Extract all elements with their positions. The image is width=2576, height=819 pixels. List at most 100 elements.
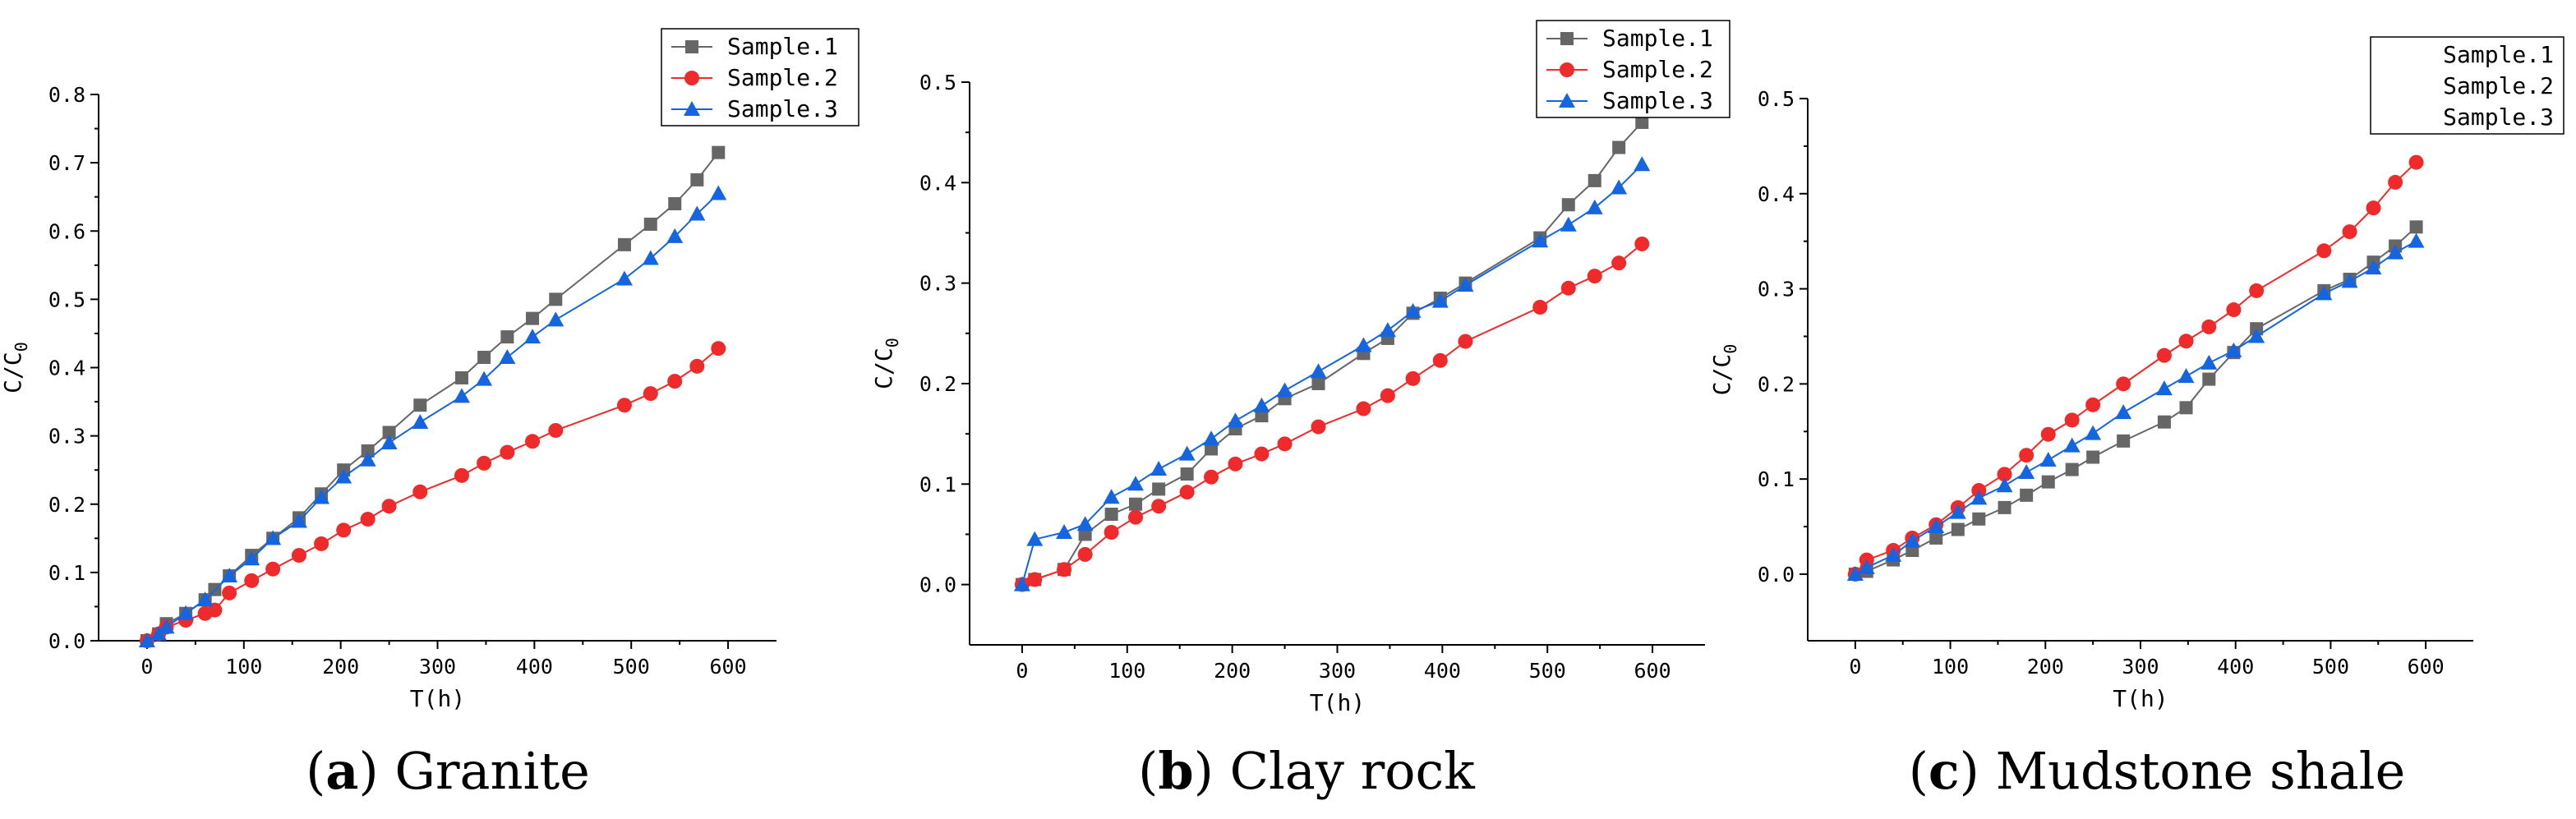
y-tick-label: 0.2 [919,372,956,396]
x-tick-label: 100 [1108,659,1145,683]
series-2-point-15 [1405,370,1421,386]
series-3-point-3 [1904,532,1921,548]
series-3-point-18 [1532,232,1549,248]
series-3-point-8 [290,513,307,528]
series-3-point-11 [359,451,376,467]
series-2-point-20 [2366,200,2381,216]
series-3-point-0 [1846,565,1864,581]
series-3-point-12 [1310,363,1327,379]
series-3-point-10 [1253,397,1270,412]
series-2-point-15 [2201,319,2217,334]
series-line-Sample.1 [146,152,720,642]
x-tick-label: 100 [225,655,262,679]
series-1-point-19 [549,292,563,306]
series-3-point-2 [158,619,175,634]
series-2-point-21 [2388,174,2403,190]
series-3-point-13 [2155,380,2173,396]
series-2-point-2 [1057,562,1072,577]
series-3-point-3 [177,605,195,620]
series-3-point-15 [476,370,493,386]
x-tick-label: 600 [709,655,746,679]
series-line-Sample.3 [1855,240,2417,575]
y-tick-label: 0.3 [48,425,85,449]
series-1-point-12 [1311,376,1325,390]
series-2-point-12 [2116,376,2131,392]
series-1-point-13 [382,426,396,439]
legend-marker-point-0 [1560,32,1574,45]
series-2-point-5 [1128,509,1144,525]
series-1-point-24 [712,145,726,159]
series-1-point-15 [2202,372,2216,386]
series-3-point-22 [1634,156,1651,172]
series-2-point-17 [500,444,515,460]
series-3-point-9 [2039,452,2057,467]
series-3-point-12 [380,434,398,449]
series-3-point-23 [710,185,727,200]
y-tick-label: 0.8 [48,83,85,107]
legend-label: Sample.1 [727,33,838,60]
y-tick-label: 0.7 [48,151,85,175]
series-3-point-6 [243,550,260,566]
series-2-point-7 [244,573,260,588]
legend-marker-point-0 [685,40,698,53]
chart-panel-a: 0 100 200 300 400 500 600 0.0 0.1 0.2 0.3 0.4 0.5 0.6… [0,28,859,801]
series-line-Sample.2 [1855,161,2417,575]
series-2-point-3 [1077,546,1093,562]
x-tick-label: 600 [2408,655,2445,679]
series-1-point-6 [1972,512,1986,526]
series-line-Sample.3 [146,192,719,642]
series-1-point-3 [1078,527,1092,541]
x-tick-label: 300 [1319,659,1356,683]
series-2-point-21 [643,386,658,402]
series-2-point-22 [2408,154,2424,170]
series-2-point-11 [2085,397,2101,412]
x-tick-label: 600 [1634,659,1670,683]
series-1-point-21 [643,217,657,231]
x-tick-label: 400 [516,655,553,679]
legend-label: Sample.1 [1602,25,1713,52]
series-3-point-15 [2200,354,2218,370]
legend-box [2370,36,2564,135]
series-3-point-5 [1127,476,1145,491]
series-2-point-1 [1027,572,1043,587]
x-axis-label: T(h) [1310,689,1365,716]
x-tick-label: 500 [2312,655,2349,679]
series-3-point-4 [196,591,214,607]
series-3-point-9 [313,489,330,504]
series-2-point-14 [1380,388,1395,403]
series-3-point-18 [547,311,565,327]
series-1-point-19 [1561,198,1575,212]
y-tick-label: 0.0 [1758,563,1795,587]
series-1-point-5 [1951,522,1965,536]
legend-marker-point-2 [684,101,700,116]
series-3-point-12 [2115,404,2132,420]
series-1-point-20 [1588,173,1601,187]
series-2-point-16 [1432,352,1448,368]
series-1-point-5 [1129,497,1143,511]
x-tick-label: 0 [1016,659,1028,683]
series-2-point-24 [711,341,726,357]
series-2-point-20 [616,398,632,413]
series-3-point-11 [1276,382,1293,398]
series-2-point-4 [1104,525,1119,540]
y-tick-label: 0.1 [48,561,85,585]
series-2-point-18 [1532,300,1548,315]
series-3-point-20 [2365,260,2382,275]
series-1-point-18 [526,311,539,325]
series-2-point-19 [2342,224,2357,240]
series-3-point-19 [615,270,633,286]
y-tick-label: 0.5 [919,71,956,94]
series-1-point-4 [1929,531,1943,545]
series-1-point-4 [1104,507,1118,521]
legend-label: Sample.1 [2443,41,2554,68]
series-3-point-13 [1355,337,1372,352]
series-1-point-7 [1180,467,1194,481]
series-3-point-8 [2018,464,2035,480]
x-tick-label: 200 [1214,659,1251,683]
series-2-point-10 [1254,446,1270,462]
series-2-point-8 [265,561,281,577]
series-3-point-3 [1076,516,1094,531]
series-3-point-10 [335,468,353,484]
series-1-point-8 [2020,488,2034,502]
